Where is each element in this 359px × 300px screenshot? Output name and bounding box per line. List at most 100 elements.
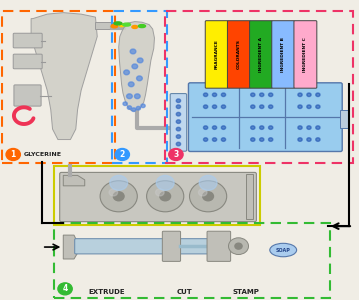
Ellipse shape: [132, 26, 137, 29]
Circle shape: [169, 148, 183, 160]
Circle shape: [307, 105, 311, 109]
Circle shape: [136, 76, 142, 81]
Circle shape: [316, 105, 320, 109]
Circle shape: [110, 176, 128, 190]
Circle shape: [127, 106, 132, 110]
Text: EXTRUDE: EXTRUDE: [88, 290, 125, 296]
Circle shape: [156, 176, 174, 190]
Polygon shape: [63, 176, 85, 186]
Circle shape: [176, 135, 181, 138]
Circle shape: [298, 105, 302, 109]
Circle shape: [316, 126, 320, 129]
Circle shape: [251, 93, 255, 97]
FancyBboxPatch shape: [272, 21, 295, 88]
Circle shape: [222, 138, 226, 141]
Circle shape: [222, 105, 226, 109]
FancyBboxPatch shape: [227, 21, 250, 88]
Circle shape: [298, 93, 302, 97]
Circle shape: [124, 70, 130, 75]
Circle shape: [160, 192, 171, 201]
Circle shape: [176, 112, 181, 116]
Circle shape: [132, 108, 136, 112]
Circle shape: [316, 138, 320, 141]
Ellipse shape: [114, 22, 122, 25]
Text: SOAP: SOAP: [276, 248, 291, 253]
Circle shape: [204, 126, 208, 129]
Circle shape: [222, 126, 226, 129]
Text: 4: 4: [62, 284, 68, 293]
Text: 3: 3: [173, 150, 178, 159]
Text: STAMP: STAMP: [232, 290, 259, 296]
FancyBboxPatch shape: [170, 94, 187, 151]
Circle shape: [251, 126, 255, 129]
FancyBboxPatch shape: [294, 21, 317, 88]
FancyBboxPatch shape: [340, 110, 349, 128]
Circle shape: [298, 126, 302, 129]
FancyBboxPatch shape: [60, 172, 256, 222]
Circle shape: [213, 105, 217, 109]
Ellipse shape: [138, 25, 145, 28]
FancyBboxPatch shape: [14, 85, 41, 106]
Polygon shape: [31, 13, 97, 140]
Circle shape: [199, 176, 217, 190]
Circle shape: [176, 142, 181, 146]
Circle shape: [109, 189, 118, 196]
Text: GLYCERINE: GLYCERINE: [24, 152, 62, 157]
Ellipse shape: [119, 24, 124, 27]
Circle shape: [316, 93, 320, 97]
FancyBboxPatch shape: [250, 21, 272, 88]
Text: INGREDIENT B: INGREDIENT B: [281, 37, 285, 72]
Circle shape: [228, 238, 248, 254]
Circle shape: [113, 192, 124, 201]
Circle shape: [213, 93, 217, 97]
FancyBboxPatch shape: [13, 33, 42, 48]
FancyBboxPatch shape: [162, 231, 181, 261]
Circle shape: [176, 99, 181, 103]
Circle shape: [260, 93, 264, 97]
Text: COLORANTS: COLORANTS: [237, 39, 241, 69]
Circle shape: [129, 82, 134, 87]
Circle shape: [260, 126, 264, 129]
Circle shape: [307, 126, 311, 129]
Circle shape: [213, 138, 217, 141]
Circle shape: [269, 105, 273, 109]
Circle shape: [251, 138, 255, 141]
Circle shape: [307, 93, 311, 97]
FancyBboxPatch shape: [207, 231, 230, 261]
Circle shape: [141, 104, 145, 108]
Circle shape: [176, 105, 181, 109]
Circle shape: [251, 105, 255, 109]
Polygon shape: [119, 22, 154, 111]
Circle shape: [155, 189, 164, 196]
Circle shape: [190, 181, 227, 212]
Text: 2: 2: [120, 150, 125, 159]
FancyBboxPatch shape: [13, 54, 42, 69]
Text: 1: 1: [10, 150, 16, 159]
Circle shape: [58, 283, 72, 295]
Circle shape: [176, 120, 181, 123]
Text: INGREDIENT A: INGREDIENT A: [259, 37, 263, 72]
Circle shape: [269, 126, 273, 129]
Circle shape: [176, 127, 181, 131]
Circle shape: [235, 243, 242, 249]
Circle shape: [199, 189, 207, 196]
Ellipse shape: [270, 243, 297, 257]
Circle shape: [130, 49, 136, 54]
Circle shape: [269, 138, 273, 141]
Circle shape: [132, 64, 137, 69]
Circle shape: [134, 94, 140, 99]
FancyBboxPatch shape: [246, 175, 253, 219]
Polygon shape: [63, 235, 78, 259]
Circle shape: [307, 138, 311, 141]
Circle shape: [204, 93, 208, 97]
Text: CUT: CUT: [177, 290, 193, 296]
Circle shape: [146, 181, 184, 212]
Circle shape: [127, 94, 132, 99]
FancyBboxPatch shape: [205, 21, 228, 88]
Circle shape: [100, 181, 137, 212]
Circle shape: [6, 148, 20, 160]
Circle shape: [260, 105, 264, 109]
Circle shape: [123, 102, 127, 106]
Circle shape: [204, 138, 208, 141]
Circle shape: [203, 192, 214, 201]
